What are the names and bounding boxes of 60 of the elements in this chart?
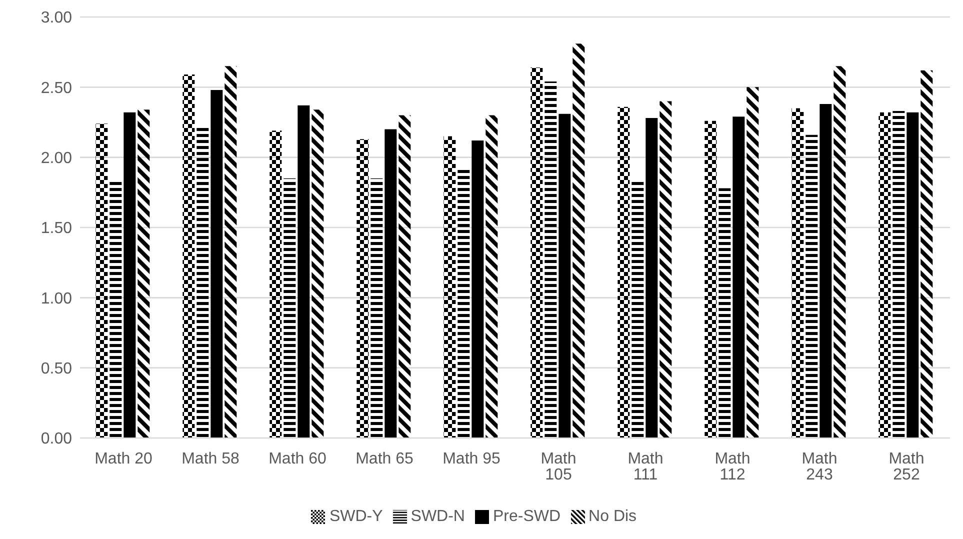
bar — [704, 120, 717, 438]
bar — [878, 112, 891, 438]
bar — [892, 111, 905, 438]
y-tick-label: 2.50 — [40, 80, 72, 97]
bar — [486, 115, 498, 438]
x-tick-label: Math 105 — [540, 450, 576, 484]
bar — [298, 105, 310, 438]
bar — [718, 188, 731, 438]
bar — [834, 66, 846, 438]
bar — [732, 116, 745, 438]
bar — [746, 87, 759, 438]
x-tick-label: Math 20 — [94, 450, 153, 468]
legend-label: No Dis — [588, 508, 637, 525]
bar — [458, 168, 470, 438]
x-tick-label: Math 111 — [628, 450, 664, 484]
bar — [124, 112, 136, 438]
bar — [110, 181, 122, 438]
bar — [284, 178, 296, 438]
bar — [224, 66, 237, 438]
bar — [572, 44, 585, 438]
bar — [370, 178, 383, 438]
x-tick-label: Math 58 — [182, 450, 240, 468]
bar — [472, 140, 484, 438]
y-tick-label: 2.00 — [40, 150, 72, 168]
bar — [792, 108, 804, 438]
bar — [660, 101, 672, 438]
bar — [618, 106, 630, 438]
x-tick-label: Math 252 — [888, 450, 924, 484]
x-tick-label: Math 60 — [268, 450, 327, 468]
y-tick-label: 1.00 — [40, 290, 72, 308]
bar — [384, 129, 397, 438]
bar — [312, 110, 324, 438]
y-tick-label: 0.00 — [40, 430, 72, 448]
bar — [920, 70, 933, 438]
y-tick-label: 3.00 — [40, 10, 72, 27]
legend-label: Pre-SWD — [492, 508, 561, 525]
bar — [544, 82, 557, 438]
x-tick-label: Math 95 — [442, 450, 501, 468]
bar — [806, 134, 818, 438]
bar — [820, 104, 832, 438]
x-tick-label: Math 243 — [802, 450, 838, 484]
bar — [646, 118, 658, 438]
bar — [530, 68, 543, 438]
legend-label: SWD-N — [410, 508, 465, 525]
legend-label: SWD-Y — [329, 508, 383, 525]
bar — [96, 124, 108, 438]
bar — [356, 139, 369, 438]
bar — [182, 74, 195, 438]
bar — [196, 128, 209, 438]
y-tick-label: 1.50 — [40, 220, 72, 238]
bar — [210, 90, 223, 438]
bar — [906, 112, 919, 438]
y-tick-label: 0.50 — [40, 360, 72, 378]
bar — [398, 115, 411, 438]
bar — [444, 136, 456, 438]
bar — [270, 130, 282, 438]
x-tick-label: Math 65 — [356, 450, 414, 468]
x-tick-label: Math 112 — [714, 450, 750, 484]
bar — [558, 114, 571, 438]
bar — [138, 110, 150, 438]
